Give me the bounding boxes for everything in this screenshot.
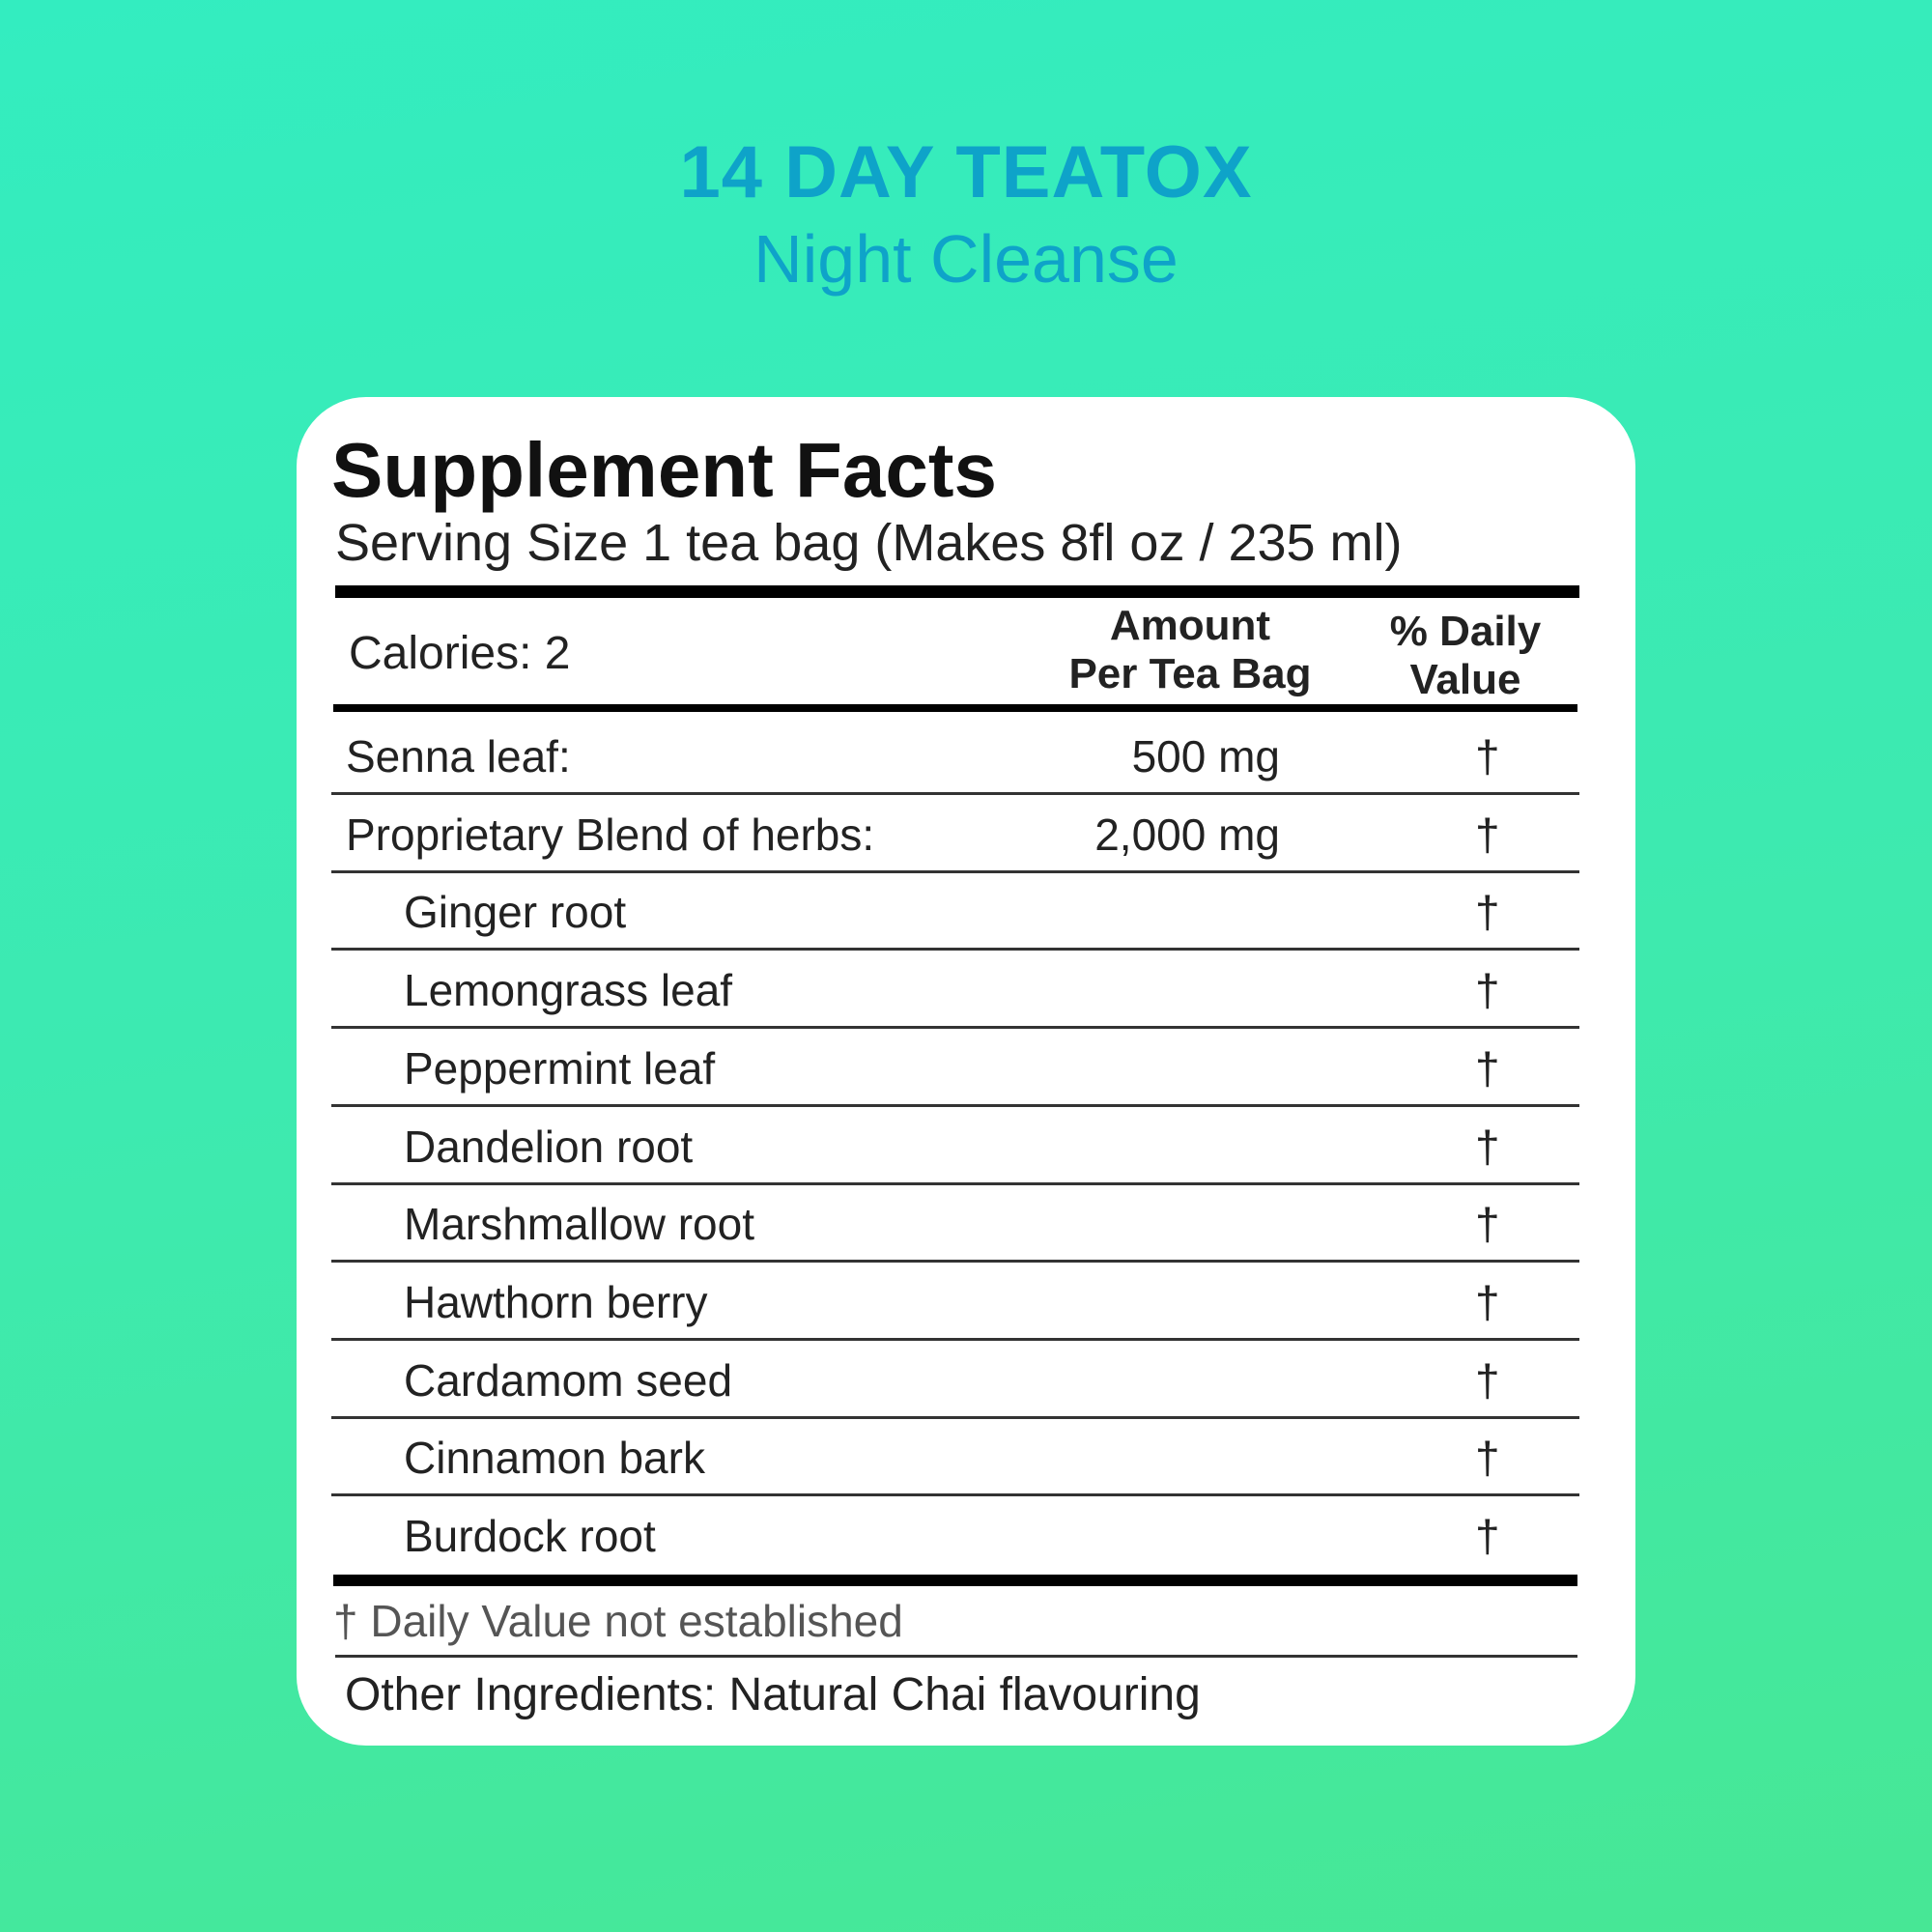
ingredient-name: Ginger root [404, 887, 627, 938]
ingredient-name: Dandelion root [404, 1121, 694, 1172]
amount-header-line1: Amount [1109, 602, 1271, 649]
daily-value-dagger: † [1475, 731, 1500, 781]
row-divider [331, 1181, 1579, 1185]
daily-value-dagger: † [1475, 1433, 1500, 1484]
ingredient-name: Marshmallow root [404, 1199, 754, 1250]
amount-header-line2: Per Tea Bag [1068, 650, 1312, 697]
bottom-thick-divider [333, 1575, 1577, 1586]
amount-column-header: Amount Per Tea Bag [1060, 602, 1321, 698]
ingredient-name: Peppermint leaf [404, 1042, 716, 1094]
calories: Calories: 2 [349, 628, 571, 679]
row-divider [331, 1415, 1579, 1419]
ingredient-row: Cardamom seed † [331, 1341, 1579, 1419]
ingredient-name: Lemongrass leaf [404, 965, 733, 1016]
supplement-facts-panel: Supplement Facts Serving Size 1 tea bag … [297, 397, 1635, 1746]
ingredient-row: Lemongrass leaf † [331, 951, 1579, 1030]
ingredient-name: Burdock root [404, 1511, 656, 1561]
thick-divider [335, 585, 1579, 598]
row-divider [331, 1026, 1579, 1030]
row-divider [331, 792, 1579, 795]
ingredient-amount: 2,000 mg [1094, 809, 1280, 860]
daily-value-dagger: † [1475, 1511, 1500, 1561]
row-divider [331, 1103, 1579, 1107]
ingredient-amount: 500 mg [1131, 731, 1280, 781]
daily-value-dagger: † [1475, 1121, 1500, 1172]
daily-value-dagger: † [1475, 887, 1500, 938]
dv-header-line2: Value [1409, 656, 1521, 703]
ingredient-name: Hawthorn berry [404, 1276, 708, 1327]
daily-value-dagger: † [1475, 1042, 1500, 1094]
ingredient-row: Marshmallow root † [331, 1184, 1579, 1264]
row-divider [331, 869, 1579, 873]
ingredient-row: Senna leaf: 500 mg † [331, 717, 1579, 795]
footnote-divider [335, 1655, 1577, 1658]
ingredient-name: Senna leaf: [346, 731, 571, 781]
ingredient-name: Cinnamon bark [404, 1433, 705, 1484]
panel-heading: Supplement Facts [331, 427, 998, 513]
product-subtitle: Night Cleanse [753, 221, 1179, 297]
row-divider [331, 948, 1579, 952]
ingredient-row: Hawthorn berry † [331, 1263, 1579, 1341]
footnote: † Daily Value not established [333, 1596, 903, 1646]
ingredient-name: Cardamom seed [404, 1354, 733, 1406]
daily-value-dagger: † [1475, 1199, 1500, 1250]
ingredient-row: Peppermint leaf † [331, 1029, 1579, 1107]
header-divider [333, 704, 1577, 712]
row-divider [331, 1493, 1579, 1497]
daily-value-dagger: † [1475, 809, 1500, 860]
daily-value-dagger: † [1475, 1276, 1500, 1327]
ingredient-row: Burdock root † [335, 1496, 1579, 1575]
dv-header-line1: % Daily [1389, 608, 1542, 655]
other-ingredients: Other Ingredients: Natural Chai flavouri… [345, 1669, 1201, 1720]
brand-title: 14 DAY TEATOX [679, 131, 1253, 213]
ingredient-name: Proprietary Blend of herbs: [346, 809, 875, 860]
ingredient-row: Dandelion root † [331, 1107, 1579, 1185]
row-divider [331, 1260, 1579, 1264]
row-divider [331, 1337, 1579, 1341]
daily-value-dagger: † [1475, 965, 1500, 1016]
ingredient-row: Ginger root † [331, 872, 1579, 952]
serving-size: Serving Size 1 tea bag (Makes 8fl oz / 2… [335, 514, 1403, 572]
ingredient-row: Proprietary Blend of herbs: 2,000 mg † [331, 795, 1579, 873]
daily-value-column-header: % Daily Value [1369, 608, 1562, 704]
daily-value-dagger: † [1475, 1354, 1500, 1406]
ingredient-row: Cinnamon bark † [331, 1418, 1579, 1497]
